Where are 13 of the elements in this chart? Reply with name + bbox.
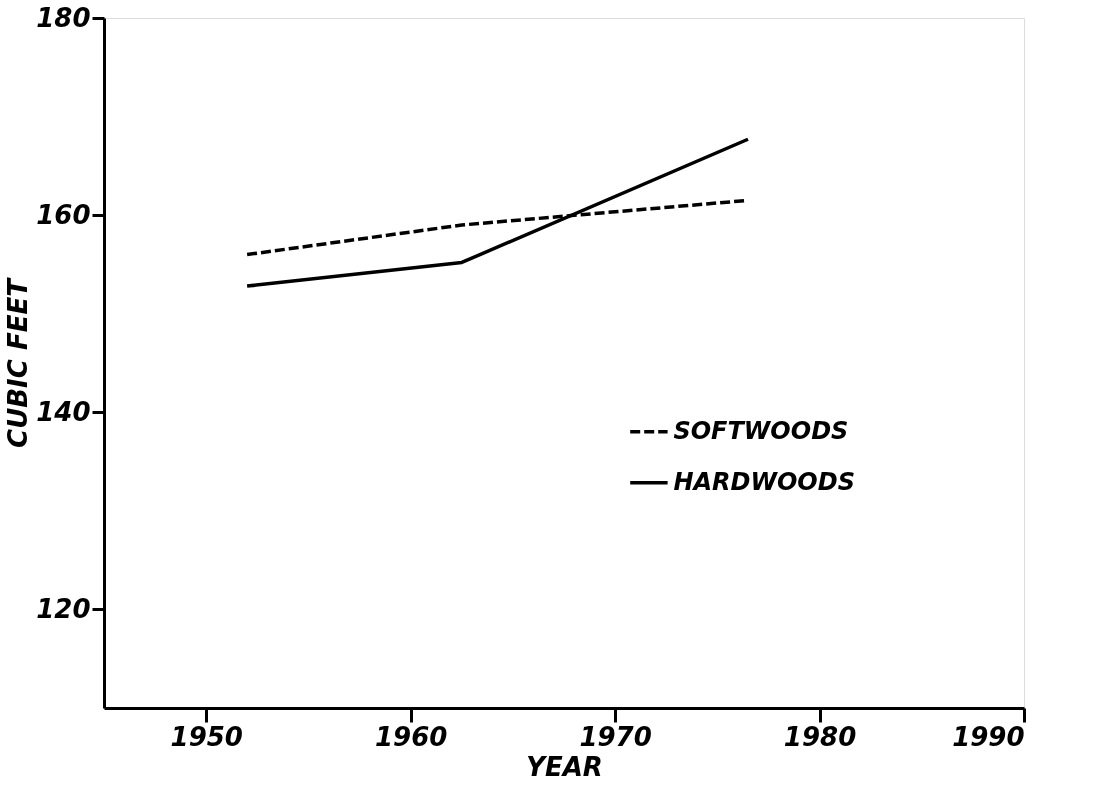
y-tick-label: 120 [36,593,91,624]
y-tick-label: 160 [36,199,91,230]
x-tick-label: 1950 [170,721,243,752]
y-axis-title: CUBIC FEET [3,276,34,448]
x-tick-label: 1960 [374,721,448,752]
x-axis-title: YEAR [526,751,603,782]
x-tick-label: 1970 [579,721,652,752]
x-tick-label: 1990 [952,721,1025,752]
y-tick-label: 180 [36,2,91,33]
legend-label: HARDWOODS [673,467,855,496]
legend-label: SOFTWOODS [673,416,849,445]
x-tick-label: 1980 [783,721,857,752]
y-tick-label: 140 [36,396,91,427]
